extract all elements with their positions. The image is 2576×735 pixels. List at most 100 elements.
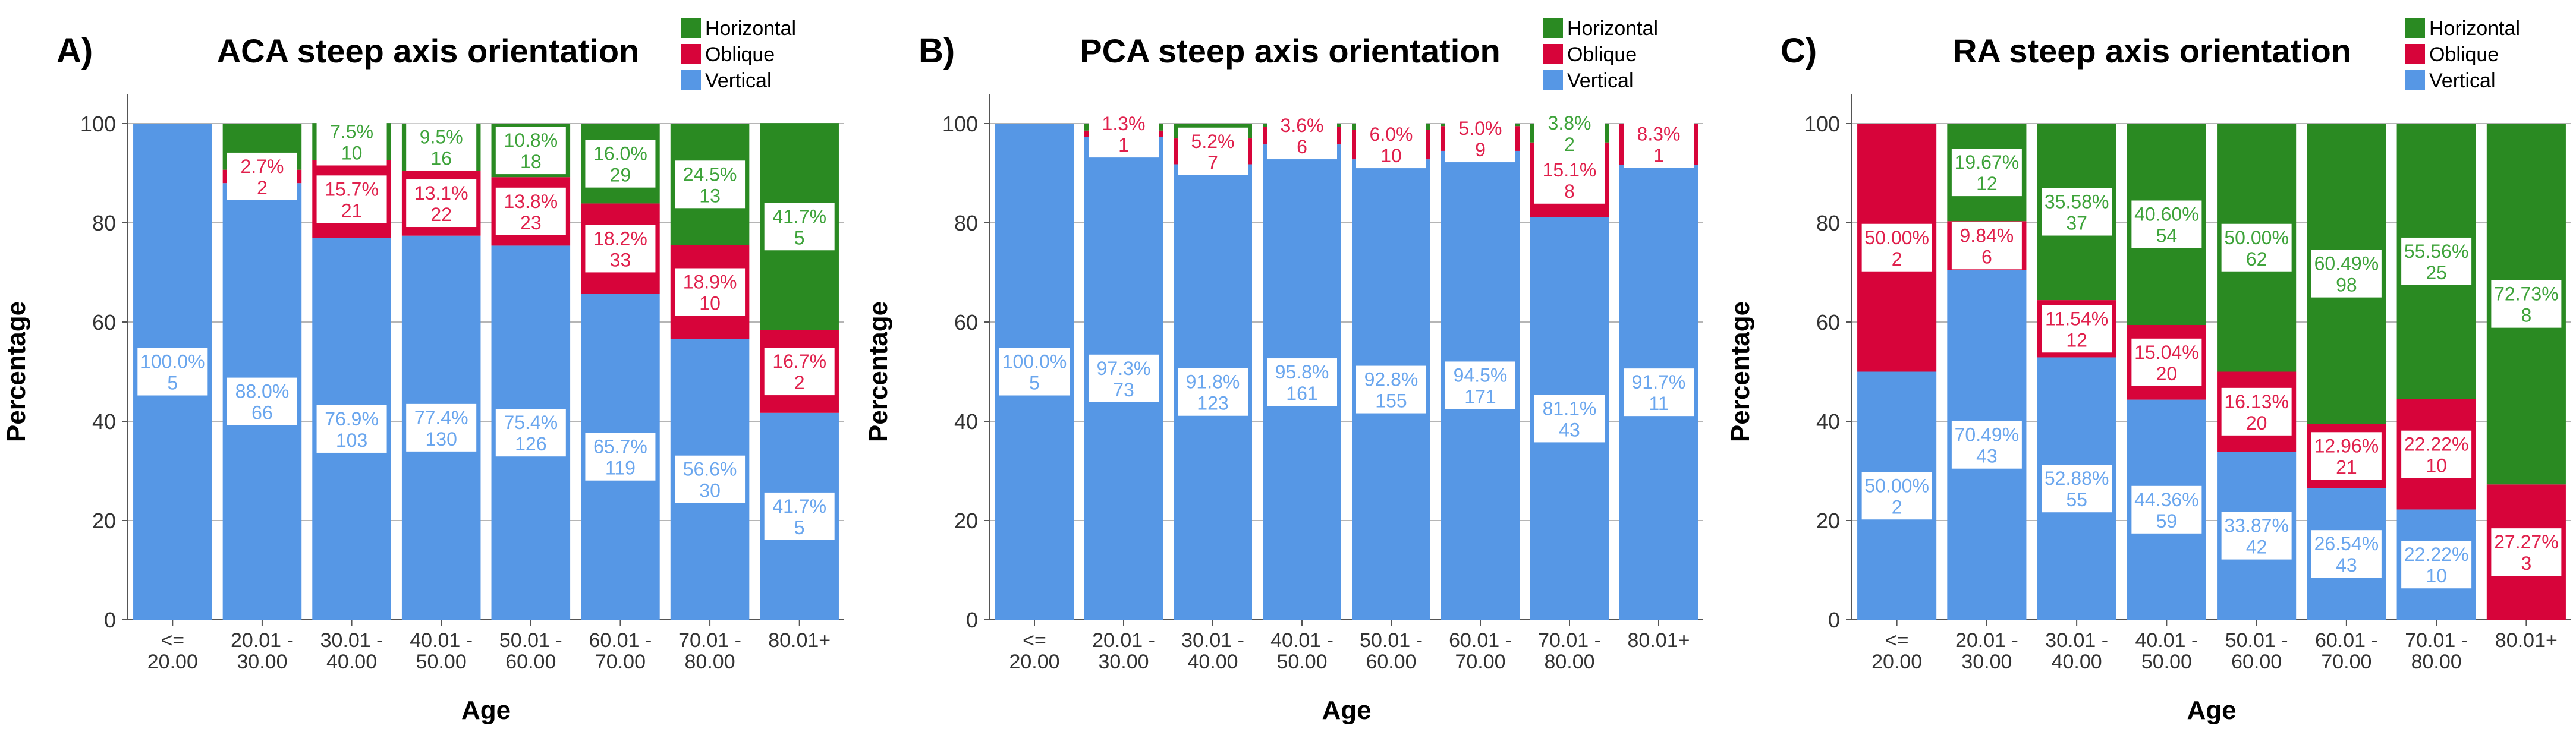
data-label-count: 2 <box>1892 248 1902 270</box>
legend-swatch-vertical <box>1543 70 1563 90</box>
legend-swatch-oblique <box>1543 44 1563 64</box>
x-tick-label: 30.01 - <box>2045 629 2108 652</box>
data-label-pct: 5.2% <box>1191 131 1235 152</box>
data-label-pct: 10.8% <box>504 130 558 151</box>
data-label-count: 37 <box>2066 213 2087 234</box>
data-label-count: 1 <box>1118 134 1129 156</box>
x-tick-label: 30.01 - <box>320 629 383 652</box>
legend-label-vertical: Vertical <box>1567 70 1634 92</box>
data-label-pct: 15.7% <box>325 178 379 200</box>
data-label-box <box>2311 530 2382 578</box>
data-label-box <box>2042 188 2112 236</box>
y-tick-label: 60 <box>92 310 116 335</box>
data-label-box <box>316 175 387 223</box>
data-label-pct: 22.22% <box>2404 434 2469 455</box>
data-label-count: 21 <box>341 200 363 221</box>
data-label-count: 130 <box>425 428 457 450</box>
x-tick-label: 50.00 <box>2141 651 2192 673</box>
data-label-box <box>2042 465 2112 513</box>
data-label-count: 10 <box>1380 145 1402 166</box>
x-tick-label: <= <box>1023 629 1046 652</box>
data-label-pct: 100.0% <box>1002 351 1067 373</box>
data-label-count: 9 <box>1475 139 1486 160</box>
data-label-count: 10 <box>2426 455 2447 477</box>
y-axis-title: Percentage <box>1726 301 1755 442</box>
x-tick-label: 60.00 <box>2231 651 2282 673</box>
x-tick-label: 60.00 <box>505 651 556 673</box>
data-label-pct: 40.60% <box>2134 204 2199 225</box>
y-tick-label: 20 <box>1816 509 1840 533</box>
data-label-box <box>1534 156 1605 204</box>
data-label-count: 54 <box>2156 225 2178 247</box>
data-label-pct: 55.56% <box>2404 241 2469 262</box>
x-tick-label: 70.01 - <box>2405 629 2468 652</box>
data-label-box <box>2401 430 2472 478</box>
x-tick-label: 50.01 - <box>2225 629 2288 652</box>
legend-label-horizontal: Horizontal <box>705 17 796 40</box>
x-tick-label: 80.01+ <box>768 629 831 652</box>
data-label-box <box>1445 361 1515 409</box>
data-label-count: 59 <box>2156 510 2178 532</box>
y-tick-label: 40 <box>92 409 116 434</box>
data-label-count: 66 <box>251 402 273 424</box>
data-label-box <box>1178 127 1248 175</box>
x-tick-label: 40.01 - <box>1270 629 1333 652</box>
x-tick-label: 50.00 <box>416 651 467 673</box>
x-tick-label: 70.00 <box>595 651 646 673</box>
data-label-count: 171 <box>1464 386 1496 407</box>
data-label-count: 30 <box>699 480 721 501</box>
y-tick-label: 100 <box>80 112 116 136</box>
data-label-box <box>1356 365 1426 414</box>
data-label-count: 8 <box>1564 181 1575 202</box>
x-tick-label: 20.01 - <box>1955 629 2018 652</box>
legend-label-horizontal: Horizontal <box>2429 17 2520 40</box>
legend-swatch-vertical <box>2405 70 2425 90</box>
legend-label-oblique: Oblique <box>705 43 775 66</box>
y-tick-label: 40 <box>954 409 978 434</box>
data-label-box <box>2221 512 2292 560</box>
data-label-count: 10 <box>2426 565 2447 586</box>
legend-swatch-horizontal <box>681 18 701 38</box>
data-label-count: 16 <box>430 148 452 169</box>
data-label-pct: 50.00% <box>1864 475 1929 496</box>
legend-label-oblique: Oblique <box>2429 43 2499 66</box>
data-label-box <box>2401 541 2472 589</box>
data-label-pct: 6.0% <box>1370 124 1413 145</box>
data-label-box <box>1951 149 2022 197</box>
x-axis-title: Age <box>461 696 511 725</box>
data-label-box <box>999 348 1070 396</box>
x-tick-label: <= <box>1885 629 1909 652</box>
x-tick-label: 80.00 <box>1544 651 1594 673</box>
data-label-count: 103 <box>336 430 367 451</box>
data-label-count: 155 <box>1375 390 1407 412</box>
x-tick-label: 30.00 <box>1961 651 2012 673</box>
data-label-box <box>1624 120 1694 168</box>
chart-panel-2: B) PCA steep axis orientation Horizontal Ob… <box>864 17 1703 725</box>
data-label-pct: 13.8% <box>504 191 558 212</box>
data-label-count: 12 <box>2066 329 2087 351</box>
x-tick-label: 50.00 <box>1276 651 1327 673</box>
data-label-pct: 2.7% <box>240 156 284 177</box>
x-tick-label: 20.00 <box>147 651 198 673</box>
legend: Horizontal Oblique Vertical <box>1543 17 1658 92</box>
data-label-box <box>406 123 477 171</box>
y-axis-title: Percentage <box>864 301 893 442</box>
y-axis-title: Percentage <box>2 301 31 442</box>
legend-label-oblique: Oblique <box>1567 43 1637 66</box>
x-tick-label: 70.00 <box>1455 651 1505 673</box>
data-label-pct: 95.8% <box>1275 361 1329 383</box>
data-label-count: 5 <box>167 373 178 394</box>
data-label-count: 43 <box>1559 419 1580 440</box>
data-label-count: 119 <box>605 458 636 479</box>
data-label-count: 2 <box>257 177 268 198</box>
data-label-count: 5 <box>1029 373 1040 394</box>
x-tick-label: 20.00 <box>1009 651 1059 673</box>
data-label-pct: 41.7% <box>772 496 826 517</box>
data-label-box <box>764 348 835 396</box>
data-label-box <box>495 187 566 235</box>
data-label-box <box>2042 305 2112 353</box>
data-label-pct: 50.00% <box>2224 227 2289 248</box>
data-label-count: 43 <box>2336 554 2357 576</box>
x-tick-label: 70.01 - <box>1538 629 1601 652</box>
data-label-pct: 26.54% <box>2314 533 2379 554</box>
